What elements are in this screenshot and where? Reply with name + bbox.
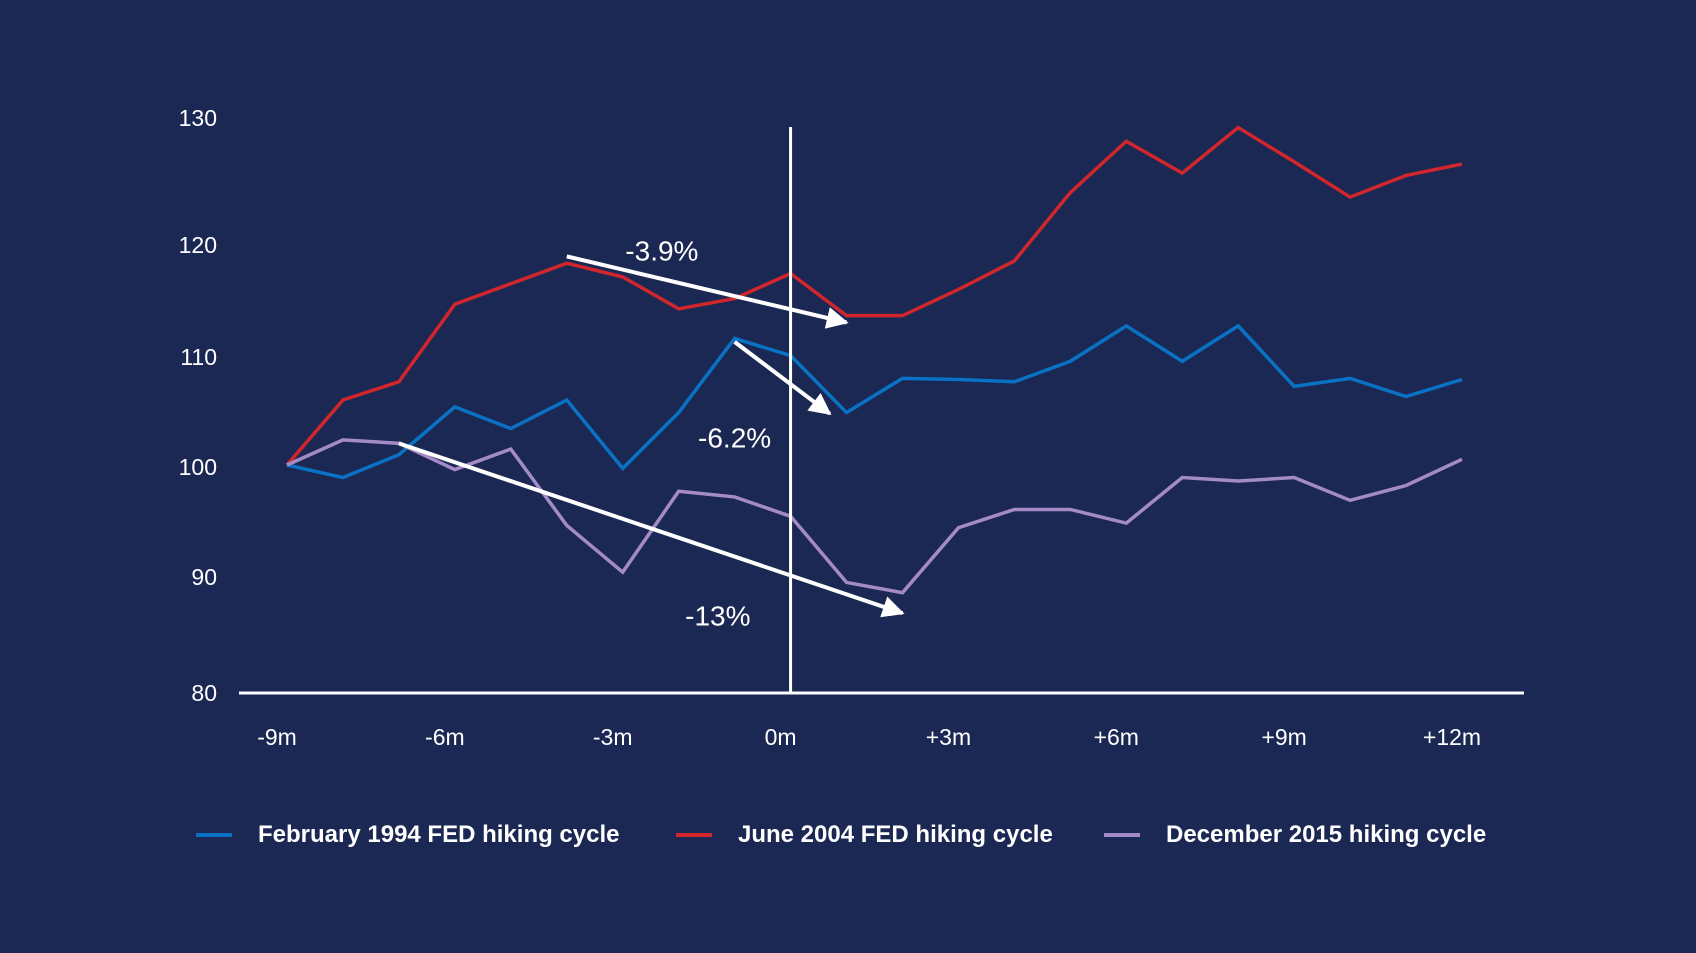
annotation-label-minus-6-2pct: -6.2%	[698, 423, 771, 454]
y-tick-label-100: 100	[179, 454, 217, 480]
series-line-february-1994-fed-hiking-cycle	[286, 323, 1463, 480]
x-tick-label-6m: -6m	[425, 724, 465, 750]
legend-label-dec-2015: December 2015 hiking cycle	[1166, 821, 1487, 848]
series-layer	[285, 125, 1463, 595]
x-tick-label-9m: +9m	[1261, 724, 1306, 750]
y-tick-label-80: 80	[191, 680, 217, 706]
annotation-arrow-minus-13pct	[398, 441, 905, 618]
x-tick-label-0m: 0m	[765, 724, 797, 750]
annotations-layer: -3.9% -6.2% -13%	[398, 236, 905, 631]
annotation-arrow-minus-6-2pct	[733, 340, 832, 416]
series-line-december-2015-hiking-cycle	[286, 438, 1463, 595]
x-tick-label-9m: -9m	[257, 724, 297, 750]
x-tick-label-12m: +12m	[1423, 724, 1481, 750]
y-axis-tick-labels: 80 90 100 110 120 130	[179, 105, 217, 706]
legend-label-feb-1994: February 1994 FED hiking cycle	[258, 821, 620, 848]
y-tick-label-120: 120	[179, 232, 217, 258]
y-tick-label-110: 110	[180, 344, 217, 370]
y-tick-label-130: 130	[179, 105, 217, 131]
annotation-label-minus-13pct: -13%	[685, 600, 750, 631]
legend: February 1994 FED hiking cycle June 2004…	[0, 815, 1696, 855]
legend-label-jun-2004: June 2004 FED hiking cycle	[738, 821, 1053, 848]
x-tick-label-3m: +3m	[926, 724, 971, 750]
legend-swatch-dec-2015	[1104, 833, 1140, 837]
legend-item-jun-2004: June 2004 FED hiking cycle	[676, 815, 1053, 855]
series-line-june-2004-fed-hiking-cycle	[285, 125, 1463, 467]
x-tick-label-3m: -3m	[593, 724, 633, 750]
legend-item-feb-1994: February 1994 FED hiking cycle	[196, 815, 620, 855]
y-tick-label-90: 90	[191, 564, 217, 590]
legend-item-dec-2015: December 2015 hiking cycle	[1104, 815, 1486, 855]
annotation-arrow-minus-3-9pct	[566, 254, 849, 329]
annotation-label-minus-3-9pct: -3.9%	[625, 236, 698, 267]
legend-swatch-jun-2004	[676, 833, 712, 837]
legend-swatch-feb-1994	[196, 833, 232, 837]
x-tick-label-6m: +6m	[1094, 724, 1139, 750]
x-axis-tick-labels: -9m -6m -3m 0m +3m +6m +9m +12m	[257, 724, 1481, 750]
